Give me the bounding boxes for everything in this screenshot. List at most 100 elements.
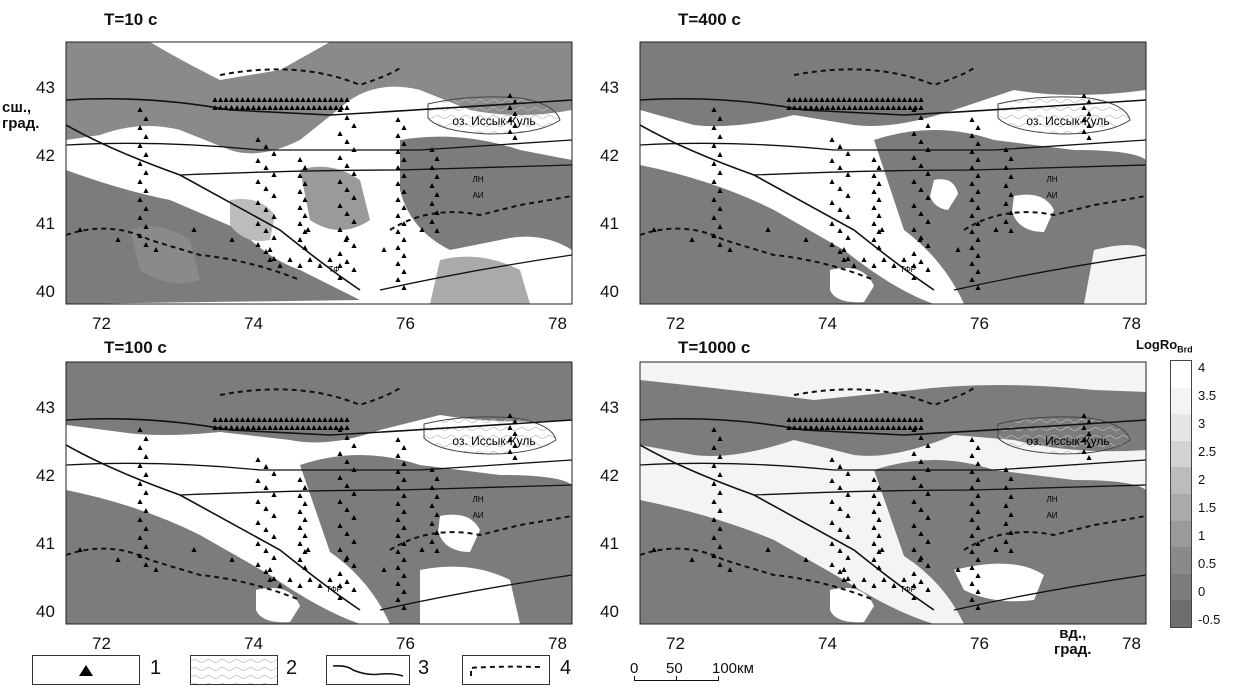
station-marker [846, 417, 853, 422]
station-marker [845, 172, 851, 177]
station-marker [925, 539, 931, 544]
station-marker [837, 228, 843, 233]
station-marker [819, 417, 825, 422]
station-marker [239, 105, 246, 110]
station-marker [917, 237, 923, 242]
station-marker [852, 105, 858, 110]
station-marker [271, 172, 277, 177]
station-marker [841, 417, 847, 422]
station-marker [344, 531, 350, 536]
station-marker [912, 97, 919, 102]
station-marker [395, 165, 401, 170]
station-marker [911, 547, 917, 552]
station-marker [297, 583, 303, 588]
station-marker [819, 105, 825, 110]
station-marker [401, 221, 407, 226]
fault-label: АИ [1046, 511, 1057, 520]
station-marker [802, 425, 809, 430]
station-marker [837, 506, 843, 511]
station-marker [401, 509, 407, 514]
colorbar-tick: 2 [1198, 472, 1206, 487]
station-marker [802, 417, 809, 422]
station-marker [137, 427, 143, 432]
station-marker [868, 105, 875, 110]
station-marker [137, 481, 143, 486]
station-marker [717, 526, 723, 531]
station-marker [77, 547, 83, 552]
station-marker [212, 417, 218, 422]
station-marker [797, 425, 803, 430]
station-marker [925, 195, 931, 200]
station-marker [337, 571, 343, 576]
station-marker [263, 249, 269, 254]
station-marker [217, 105, 224, 110]
station-marker [871, 477, 877, 482]
station-marker [911, 227, 917, 232]
station-marker [925, 219, 931, 224]
x-tick: 72 [92, 634, 111, 653]
station-marker [401, 541, 407, 546]
station-marker [876, 501, 882, 506]
station-marker [307, 257, 313, 262]
station-marker [911, 451, 917, 456]
station-marker [395, 277, 401, 282]
station-marker [143, 544, 149, 549]
station-marker [969, 261, 975, 266]
station-marker [327, 577, 333, 582]
station-marker [305, 417, 312, 422]
station-marker [395, 549, 401, 554]
station-marker [267, 577, 273, 582]
station-marker [717, 454, 723, 459]
fault-label: ЛН [472, 495, 483, 504]
station-marker [797, 97, 803, 102]
station-marker [137, 161, 143, 166]
station-marker [271, 555, 277, 560]
station-marker [351, 147, 357, 152]
station-marker [881, 257, 887, 262]
station-marker [267, 567, 273, 572]
station-marker [1003, 201, 1009, 206]
station-marker [263, 186, 269, 191]
station-marker [255, 457, 261, 462]
station-marker [918, 417, 924, 422]
station-marker [711, 143, 717, 148]
station-marker [507, 93, 513, 98]
station-marker [829, 541, 835, 546]
station-marker [256, 425, 262, 430]
station-marker [846, 105, 853, 110]
station-marker [278, 417, 284, 422]
station-marker [969, 469, 975, 474]
colorbar [1170, 360, 1192, 628]
triangle-station-icon [79, 665, 93, 676]
station-marker [234, 97, 240, 102]
station-marker [969, 229, 975, 234]
station-marker [277, 583, 283, 588]
station-marker [830, 417, 836, 422]
station-marker [434, 530, 440, 535]
station-marker [401, 605, 407, 610]
station-marker [344, 425, 350, 430]
station-marker [1086, 419, 1092, 424]
station-marker [881, 577, 887, 582]
station-marker [351, 267, 357, 272]
station-marker [975, 589, 981, 594]
station-marker [711, 197, 717, 202]
station-marker [255, 242, 261, 247]
station-marker [911, 203, 917, 208]
station-marker [829, 158, 835, 163]
station-marker [890, 425, 897, 430]
station-marker [824, 417, 831, 422]
station-marker [791, 105, 798, 110]
station-marker [316, 417, 323, 422]
fault-label: АИ [1046, 191, 1057, 200]
station-marker [876, 245, 882, 250]
station-marker [143, 242, 149, 247]
station-marker [137, 143, 143, 148]
station-marker [153, 567, 159, 572]
station-marker [786, 97, 792, 102]
station-marker [143, 116, 149, 121]
station-marker [907, 97, 913, 102]
station-marker [891, 263, 897, 268]
station-marker [289, 105, 295, 110]
colorbar-segment [1171, 361, 1191, 388]
